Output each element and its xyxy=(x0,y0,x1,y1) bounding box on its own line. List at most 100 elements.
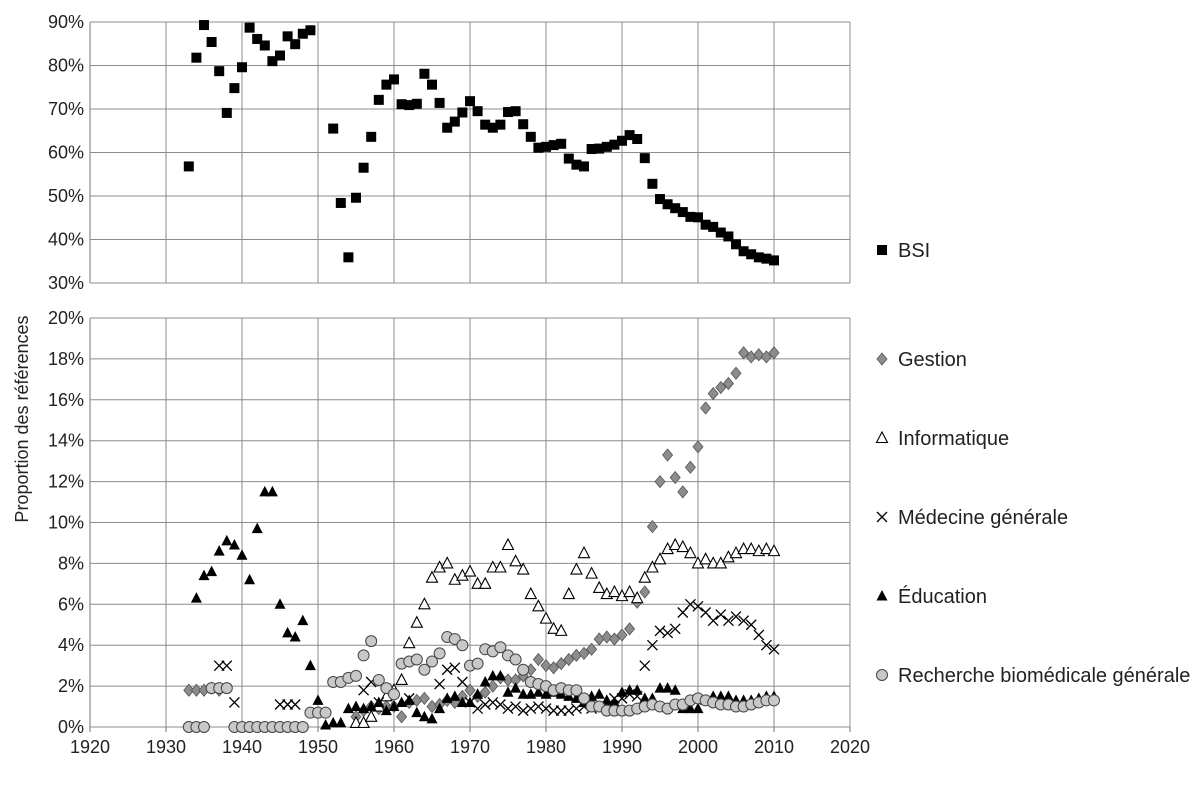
data-point xyxy=(289,631,301,642)
data-point xyxy=(350,669,362,682)
data-point xyxy=(692,600,704,612)
data-point xyxy=(692,440,704,454)
data-point xyxy=(221,660,233,672)
data-point xyxy=(563,705,575,717)
data-point xyxy=(555,705,567,717)
data-point xyxy=(494,669,506,681)
data-point xyxy=(753,252,764,263)
data-point xyxy=(760,350,772,364)
data-point xyxy=(502,686,514,697)
data-point xyxy=(699,552,713,565)
data-point xyxy=(630,590,644,604)
data-point xyxy=(494,699,506,710)
data-point xyxy=(654,625,666,637)
data-point xyxy=(349,715,363,728)
data-point xyxy=(282,626,294,638)
data-point xyxy=(312,694,324,705)
data-point xyxy=(548,661,560,675)
x-tick-label: 1940 xyxy=(222,737,262,757)
data-point xyxy=(722,376,734,391)
data-point xyxy=(767,543,781,557)
data-point xyxy=(282,31,293,42)
data-point xyxy=(655,194,665,205)
data-point xyxy=(381,79,392,90)
data-point xyxy=(289,699,301,710)
data-point xyxy=(607,584,621,598)
legend-marker xyxy=(876,511,888,523)
data-point xyxy=(328,123,339,134)
data-point xyxy=(654,682,666,693)
data-point xyxy=(715,380,727,395)
data-point xyxy=(723,231,734,242)
data-point xyxy=(676,539,690,553)
data-point xyxy=(684,460,696,474)
data-point xyxy=(654,474,666,489)
data-point xyxy=(760,639,772,651)
data-point xyxy=(624,130,635,141)
data-point xyxy=(744,541,758,555)
data-point xyxy=(547,621,561,634)
data-point xyxy=(410,653,423,666)
data-point xyxy=(457,107,468,118)
y-tick-label: 90% xyxy=(48,12,84,32)
data-point xyxy=(541,141,551,152)
data-point xyxy=(251,522,263,534)
data-point xyxy=(639,585,651,599)
data-point xyxy=(191,52,202,63)
data-point xyxy=(554,623,568,636)
data-point xyxy=(487,697,499,708)
legend-marker xyxy=(876,352,888,366)
data-point xyxy=(213,660,225,672)
data-point xyxy=(645,560,659,573)
data-point xyxy=(213,545,225,556)
data-point xyxy=(586,642,598,656)
data-point xyxy=(464,683,476,697)
data-point xyxy=(647,178,658,189)
data-point xyxy=(236,549,248,560)
data-point xyxy=(731,239,741,250)
data-point xyxy=(487,669,499,681)
data-point xyxy=(517,705,529,717)
data-point xyxy=(601,141,612,152)
data-point xyxy=(586,144,597,155)
data-point xyxy=(411,706,423,718)
data-point xyxy=(343,252,354,263)
data-point xyxy=(426,712,438,724)
data-point xyxy=(730,366,742,380)
data-point xyxy=(624,622,636,636)
legend-marker xyxy=(876,669,888,681)
data-point xyxy=(199,20,209,31)
data-point xyxy=(373,94,384,105)
data-point xyxy=(662,448,674,462)
data-point xyxy=(479,685,491,699)
data-point xyxy=(639,692,651,703)
data-point xyxy=(411,98,422,109)
data-point xyxy=(722,615,734,627)
data-point xyxy=(472,106,483,117)
data-point xyxy=(638,570,652,583)
data-point xyxy=(364,709,378,722)
series-bsi xyxy=(183,20,779,266)
legend-marker xyxy=(875,430,889,444)
data-point xyxy=(434,97,445,108)
data-point xyxy=(540,659,552,673)
data-point xyxy=(480,119,491,130)
data-point xyxy=(456,639,469,652)
data-point xyxy=(516,562,530,575)
data-point xyxy=(402,635,416,649)
data-point xyxy=(715,227,726,238)
data-point xyxy=(275,50,285,61)
series-m-decine-g-n-rale xyxy=(213,598,780,717)
y-tick-label: 70% xyxy=(48,99,84,119)
data-point xyxy=(464,696,476,707)
data-point xyxy=(358,162,369,173)
data-point xyxy=(304,659,316,671)
data-point xyxy=(616,628,628,642)
data-point xyxy=(503,107,513,118)
legend-marker xyxy=(877,245,887,255)
data-point xyxy=(700,401,712,415)
x-tick-label: 1930 xyxy=(146,737,186,757)
data-point xyxy=(495,119,506,130)
data-point xyxy=(708,221,719,232)
data-point xyxy=(563,153,574,164)
